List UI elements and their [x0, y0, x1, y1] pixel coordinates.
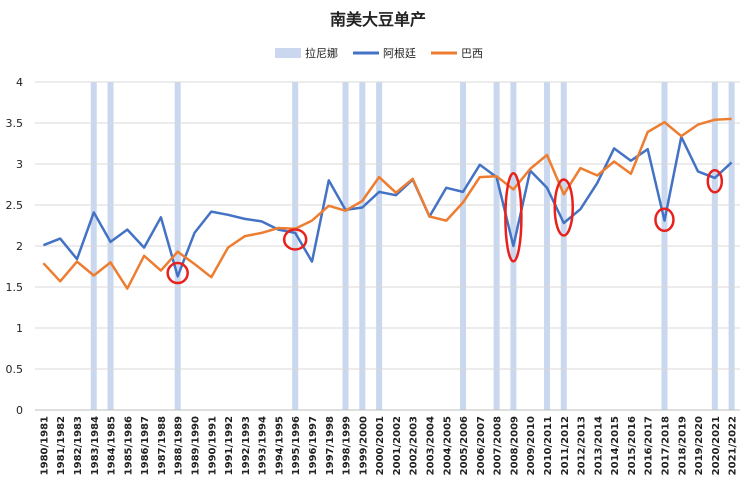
x-tick-label: 2013/2014	[593, 416, 604, 475]
x-tick-label: 2021/2022	[728, 416, 739, 475]
legend-label-argentina: 阿根廷	[383, 46, 416, 60]
x-tick-label: 2008/2009	[509, 416, 520, 475]
x-tick-label: 2012/2013	[577, 416, 588, 475]
y-tick-label: 1.5	[6, 281, 24, 294]
series-line	[42, 117, 732, 290]
x-tick-label: 2007/2008	[493, 416, 504, 475]
highlight-circle	[654, 207, 675, 233]
series-lines	[42, 117, 733, 290]
x-tick-label: 2002/2003	[409, 416, 420, 475]
y-tick-label: 0.5	[6, 363, 24, 376]
x-axis: 1980/1981 1981/1982 1982/1983 1983/1984 1984…	[35, 409, 740, 475]
chart-title: 南美大豆单产	[330, 10, 426, 29]
x-tick-label: 1982/1983	[73, 416, 84, 475]
gridlines	[35, 81, 740, 411]
x-tick-label: 2010/2011	[543, 416, 554, 475]
x-tick-label: 2014/2015	[610, 416, 621, 475]
x-tick-label: 1990/1991	[207, 416, 218, 475]
series-line	[42, 135, 733, 278]
x-tick-label: 1981/1982	[56, 416, 67, 475]
y-tick-label: 3	[16, 158, 23, 171]
highlight-circle	[166, 261, 189, 285]
legend-swatch-lanina	[275, 48, 301, 58]
x-tick-label: 1998/1999	[342, 416, 353, 475]
x-tick-label: 1987/1988	[157, 416, 168, 475]
y-tick-label: 0	[16, 404, 23, 417]
highlight-circles	[166, 168, 724, 285]
legend-label-lanina: 拉尼娜	[305, 46, 338, 60]
highlight-circle	[706, 168, 724, 194]
x-tick-label: 2017/2018	[660, 416, 671, 475]
x-tick-label: 1980/1981	[39, 416, 50, 475]
x-tick-label: 2016/2017	[644, 416, 655, 475]
x-tick-label: 1986/1987	[140, 416, 151, 475]
x-tick-label: 2003/2004	[425, 416, 436, 475]
x-tick-label: 1994/1995	[274, 416, 285, 475]
x-tick-label: 2000/2001	[375, 416, 386, 475]
y-tick-label: 1	[16, 322, 23, 335]
x-tick-label: 2015/2016	[627, 416, 638, 475]
x-tick-label: 2005/2006	[459, 416, 470, 475]
highlight-circle	[282, 228, 308, 251]
x-tick-label: 2018/2019	[677, 416, 688, 475]
x-tick-label: 1999/2000	[358, 416, 369, 475]
legend-item-brazil: 巴西	[431, 47, 483, 60]
y-tick-label: 2.5	[6, 199, 24, 212]
highlight-circle	[553, 178, 574, 237]
x-tick-label: 1995/1996	[291, 416, 302, 475]
x-tick-label: 1984/1985	[107, 416, 118, 475]
y-tick-label: 4	[16, 76, 23, 89]
x-tick-label: 1985/1986	[123, 416, 134, 475]
x-tick-label: 2006/2007	[476, 416, 487, 475]
x-tick-label: 1988/1989	[174, 416, 185, 475]
x-tick-label: 1996/1997	[308, 416, 319, 475]
legend-label-brazil: 巴西	[461, 47, 483, 60]
x-tick-label: 2009/2010	[526, 416, 537, 475]
y-tick-label: 2	[16, 240, 23, 253]
x-tick-label: 1997/1998	[325, 416, 336, 475]
legend-item-argentina: 阿根廷	[353, 46, 416, 60]
legend: 拉尼娜 阿根廷 巴西	[275, 46, 483, 60]
highlight-circle	[504, 172, 523, 263]
y-axis: 0 0.5 1 1.5 2 2.5 3 3.5 4	[6, 76, 24, 417]
x-tick-label: 1991/1992	[224, 416, 235, 475]
x-tick-label: 1983/1984	[90, 416, 101, 475]
y-tick-label: 3.5	[6, 117, 24, 130]
x-tick-label: 2001/2002	[392, 416, 403, 475]
x-tick-label: 1992/1993	[241, 416, 252, 475]
x-tick-label: 2020/2021	[711, 416, 722, 475]
x-tick-label: 2004/2005	[442, 416, 453, 475]
x-tick-label: 1993/1994	[258, 416, 269, 475]
legend-item-lanina: 拉尼娜	[275, 46, 338, 60]
x-tick-label: 2019/2020	[694, 416, 705, 475]
x-tick-label: 2011/2012	[560, 416, 571, 475]
x-tick-label: 1989/1990	[190, 416, 201, 475]
